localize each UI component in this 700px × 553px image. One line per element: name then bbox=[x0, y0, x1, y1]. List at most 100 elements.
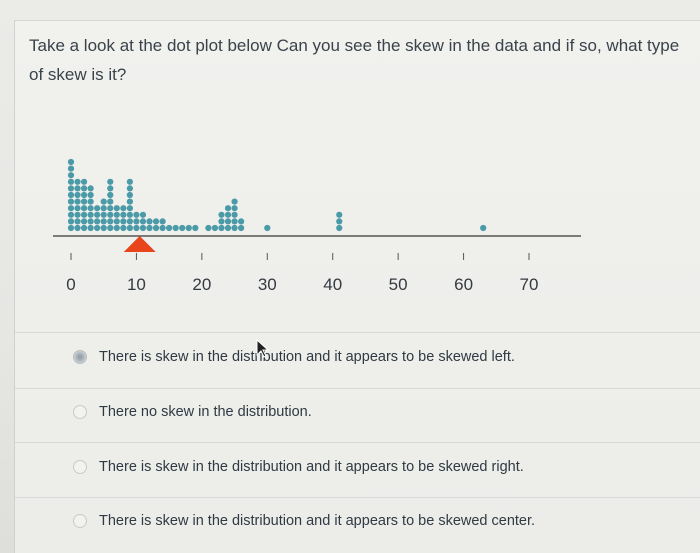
data-dot bbox=[126, 218, 133, 225]
data-dot bbox=[139, 218, 147, 225]
mouse-cursor-icon bbox=[256, 339, 270, 358]
data-dot bbox=[67, 224, 75, 232]
dot-plot: 0 10 20 30 40 50 60 70 bbox=[53, 158, 581, 294]
x-tick-label: 30 bbox=[258, 275, 277, 294]
data-dot bbox=[126, 185, 133, 192]
data-dot bbox=[74, 224, 81, 232]
data-dot bbox=[94, 211, 101, 218]
data-dot bbox=[74, 218, 81, 225]
data-dot bbox=[67, 165, 75, 172]
data-dot bbox=[87, 218, 94, 225]
data-dot bbox=[224, 218, 232, 225]
data-dot bbox=[74, 178, 81, 185]
data-dot bbox=[336, 224, 343, 232]
data-dot bbox=[67, 185, 75, 192]
data-dot bbox=[179, 224, 186, 232]
data-dot bbox=[146, 218, 153, 225]
data-dot bbox=[100, 198, 107, 205]
data-dot bbox=[172, 224, 179, 232]
divider bbox=[15, 388, 700, 389]
data-dot bbox=[100, 211, 107, 218]
divider bbox=[15, 332, 700, 333]
data-dot bbox=[126, 178, 133, 185]
data-dot bbox=[113, 211, 120, 218]
data-dot bbox=[80, 205, 88, 212]
answer-option-skewed-center[interactable]: There is skew in the distribution and it… bbox=[73, 513, 535, 529]
radio-no-skew[interactable] bbox=[73, 405, 87, 419]
data-dot bbox=[133, 224, 140, 232]
data-dot bbox=[100, 224, 107, 232]
data-dot bbox=[224, 224, 232, 232]
data-dot bbox=[152, 218, 160, 225]
answer-option-no-skew[interactable]: There no skew in the distribution. bbox=[73, 404, 312, 420]
data-dot bbox=[107, 205, 114, 212]
data-dot bbox=[159, 224, 166, 232]
data-dot bbox=[218, 218, 225, 225]
divider bbox=[15, 497, 700, 498]
data-dot bbox=[67, 172, 75, 179]
data-dot bbox=[94, 224, 101, 232]
data-dot bbox=[87, 211, 94, 218]
data-dot bbox=[336, 211, 343, 218]
data-dot bbox=[126, 198, 133, 205]
data-dot bbox=[218, 211, 225, 218]
data-dot bbox=[107, 211, 114, 218]
data-dot bbox=[80, 198, 88, 205]
data-dot bbox=[107, 185, 114, 192]
answer-option-skewed-right[interactable]: There is skew in the distribution and it… bbox=[73, 459, 524, 475]
x-tick-label: 10 bbox=[127, 275, 146, 294]
data-dot bbox=[126, 205, 133, 212]
data-dot bbox=[87, 185, 94, 192]
data-dot bbox=[133, 211, 140, 218]
data-dot bbox=[107, 218, 114, 225]
data-dot bbox=[80, 178, 88, 185]
question-card: Take a look at the dot plot below Can yo… bbox=[14, 20, 700, 553]
radio-skewed-right[interactable] bbox=[73, 460, 87, 474]
radio-skewed-left[interactable] bbox=[73, 350, 87, 364]
data-dot bbox=[67, 158, 75, 166]
data-dot bbox=[238, 224, 245, 232]
data-dot bbox=[146, 224, 153, 232]
x-tick-label: 70 bbox=[520, 275, 539, 294]
data-dot bbox=[67, 191, 75, 199]
data-dot bbox=[231, 224, 238, 232]
question-text: Take a look at the dot plot below Can yo… bbox=[29, 36, 680, 84]
data-dot bbox=[238, 218, 245, 225]
data-dot bbox=[126, 224, 133, 232]
data-dot bbox=[80, 224, 88, 232]
x-tick-label: 50 bbox=[389, 275, 408, 294]
data-dot bbox=[74, 211, 81, 218]
x-tick-label: 60 bbox=[454, 275, 473, 294]
answer-label: There is skew in the distribution and it… bbox=[99, 513, 536, 529]
data-dot bbox=[126, 211, 133, 218]
data-dot bbox=[139, 211, 147, 218]
answer-option-skewed-left[interactable]: There is skew in the distribution and it… bbox=[73, 349, 515, 365]
data-dot bbox=[205, 224, 212, 232]
radio-skewed-center[interactable] bbox=[73, 514, 87, 528]
data-dot bbox=[87, 191, 94, 199]
data-dot bbox=[107, 198, 114, 205]
data-dot bbox=[133, 218, 140, 225]
answer-label: There is skew in the distribution and it… bbox=[99, 349, 515, 365]
data-dot bbox=[74, 198, 81, 205]
data-dot bbox=[231, 205, 238, 212]
data-dot bbox=[152, 224, 160, 232]
data-dot bbox=[107, 178, 114, 185]
data-dot bbox=[120, 218, 127, 225]
data-dot bbox=[192, 224, 199, 232]
data-dot bbox=[107, 191, 114, 199]
data-dot bbox=[67, 211, 75, 218]
data-dot bbox=[87, 198, 94, 205]
data-dot bbox=[67, 218, 75, 225]
data-dot bbox=[113, 218, 120, 225]
data-dot bbox=[264, 224, 271, 232]
data-dot bbox=[224, 211, 232, 218]
data-dot bbox=[231, 218, 238, 225]
data-dot bbox=[67, 198, 75, 205]
balance-point-marker bbox=[123, 236, 156, 252]
data-dot bbox=[224, 205, 232, 212]
data-dot bbox=[80, 211, 88, 218]
x-tick-label: 20 bbox=[192, 275, 211, 294]
data-dot bbox=[113, 205, 120, 212]
data-dot bbox=[94, 218, 101, 225]
